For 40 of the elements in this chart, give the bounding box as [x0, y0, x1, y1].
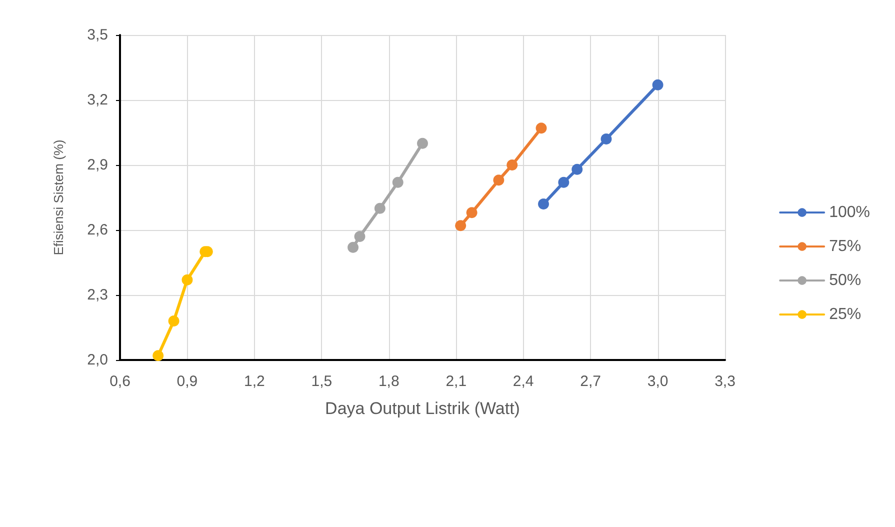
legend-label: 75% — [829, 238, 862, 255]
point — [374, 202, 386, 214]
point — [348, 242, 359, 253]
legend-label: 50% — [829, 272, 862, 289]
point — [538, 198, 549, 210]
point — [354, 231, 366, 242]
x-tick-label: 2,4 — [512, 373, 534, 390]
y-tick-label: 2,9 — [87, 156, 108, 174]
x-axis-title: Daya Output Listrik (Watt) — [325, 399, 520, 418]
point — [455, 220, 466, 232]
x-tick-label: 2,7 — [580, 373, 601, 390]
point — [417, 138, 428, 149]
point — [392, 176, 404, 188]
y-tick-label: 2,3 — [87, 286, 108, 304]
point — [652, 79, 664, 90]
x-tick-label: 0,6 — [110, 373, 130, 390]
point — [572, 164, 583, 175]
point — [558, 176, 570, 188]
legend-label: 100% — [829, 204, 870, 221]
point — [600, 134, 612, 144]
y-tick-label: 2,0 — [87, 352, 108, 368]
point — [506, 160, 518, 170]
y-tick-label: 3,2 — [87, 92, 108, 108]
point — [182, 274, 193, 286]
y-tick-label: 2,6 — [87, 222, 108, 238]
point — [493, 174, 504, 186]
x-tick-label: 0,9 — [176, 373, 198, 390]
x-tick-label: 1,5 — [311, 373, 332, 390]
y-tick-label: 3,5 — [87, 26, 108, 44]
x-tick-label: 3,3 — [714, 373, 736, 390]
x-tick-label: 2,1 — [446, 373, 467, 390]
legend-label: 25% — [829, 306, 862, 323]
x-tick-label: 3,0 — [647, 373, 668, 390]
point — [168, 316, 180, 326]
point — [466, 207, 478, 218]
x-tick-label: 1,2 — [244, 373, 265, 390]
point — [536, 122, 547, 134]
point — [152, 350, 164, 362]
x-tick-label: 1,8 — [378, 373, 400, 390]
y-axis-title: Efisiensi Sistem (%) — [51, 140, 66, 256]
